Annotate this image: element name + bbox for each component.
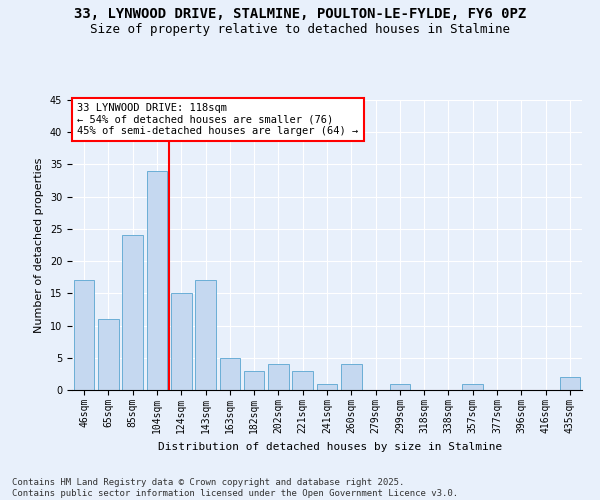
Bar xyxy=(171,294,191,390)
Bar xyxy=(146,171,167,390)
Text: 33 LYNWOOD DRIVE: 118sqm
← 54% of detached houses are smaller (76)
45% of semi-d: 33 LYNWOOD DRIVE: 118sqm ← 54% of detach… xyxy=(77,103,358,136)
Text: Size of property relative to detached houses in Stalmine: Size of property relative to detached ho… xyxy=(90,22,510,36)
Text: Distribution of detached houses by size in Stalmine: Distribution of detached houses by size … xyxy=(158,442,502,452)
Bar xyxy=(98,319,119,390)
Text: Contains HM Land Registry data © Crown copyright and database right 2025.
Contai: Contains HM Land Registry data © Crown c… xyxy=(12,478,458,498)
Bar xyxy=(341,364,362,390)
Bar xyxy=(244,370,265,390)
Bar xyxy=(560,377,580,390)
Bar xyxy=(292,370,313,390)
Bar xyxy=(195,280,216,390)
Bar xyxy=(268,364,289,390)
Bar xyxy=(389,384,410,390)
Bar xyxy=(220,358,240,390)
Bar xyxy=(122,236,143,390)
Text: 33, LYNWOOD DRIVE, STALMINE, POULTON-LE-FYLDE, FY6 0PZ: 33, LYNWOOD DRIVE, STALMINE, POULTON-LE-… xyxy=(74,8,526,22)
Y-axis label: Number of detached properties: Number of detached properties xyxy=(34,158,44,332)
Bar xyxy=(74,280,94,390)
Bar xyxy=(463,384,483,390)
Bar xyxy=(317,384,337,390)
